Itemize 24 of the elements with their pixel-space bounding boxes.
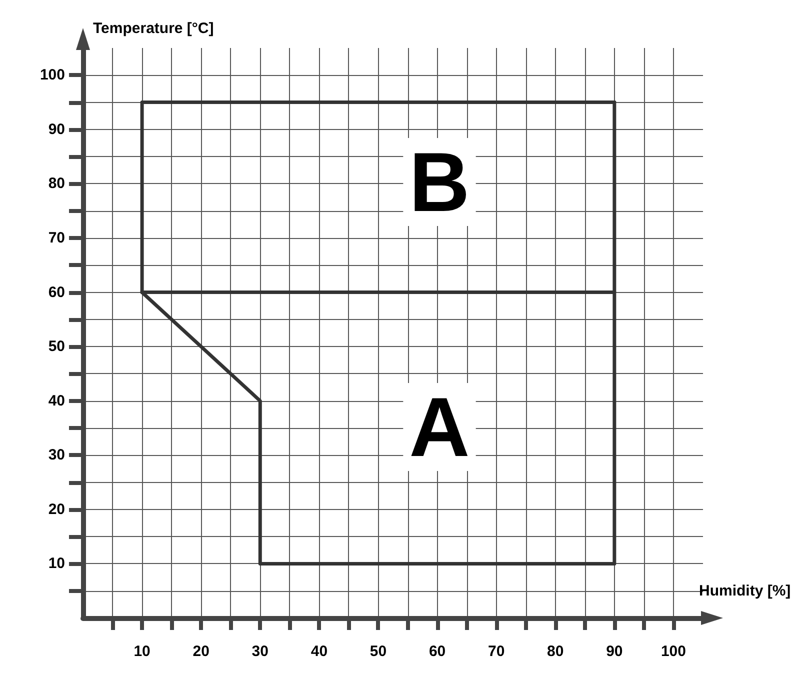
x-axis-title: Humidity [%] (699, 582, 791, 600)
x-tick-label: 40 (310, 643, 328, 660)
y-tick-label: 50 (48, 338, 65, 356)
x-tick-label: 90 (606, 643, 623, 660)
y-tick-label: 40 (48, 392, 65, 410)
y-tick-label: 10 (48, 555, 65, 572)
x-tick-label: 10 (134, 643, 150, 660)
x-tick-label: 30 (252, 643, 268, 660)
x-tick-label: 20 (192, 643, 210, 660)
y-axis-title: Temperature [°C] (93, 20, 214, 37)
x-tick-label: 70 (488, 643, 505, 660)
y-tick-label: 70 (48, 230, 65, 246)
x-tick-label: 80 (547, 643, 564, 660)
y-tick-label: 60 (48, 284, 65, 301)
x-tick-label: 50 (370, 643, 387, 660)
x-tick-label: 60 (428, 643, 446, 660)
x-tick-label: 100 (660, 643, 686, 660)
y-tick-label: 30 (48, 446, 65, 464)
y-tick-label: 90 (48, 120, 65, 138)
y-tick-label: 20 (48, 500, 65, 518)
annotation: B (409, 134, 470, 229)
y-tick-label: 100 (40, 66, 65, 84)
annotation: A (409, 380, 470, 474)
y-tick-label: 80 (48, 175, 65, 192)
